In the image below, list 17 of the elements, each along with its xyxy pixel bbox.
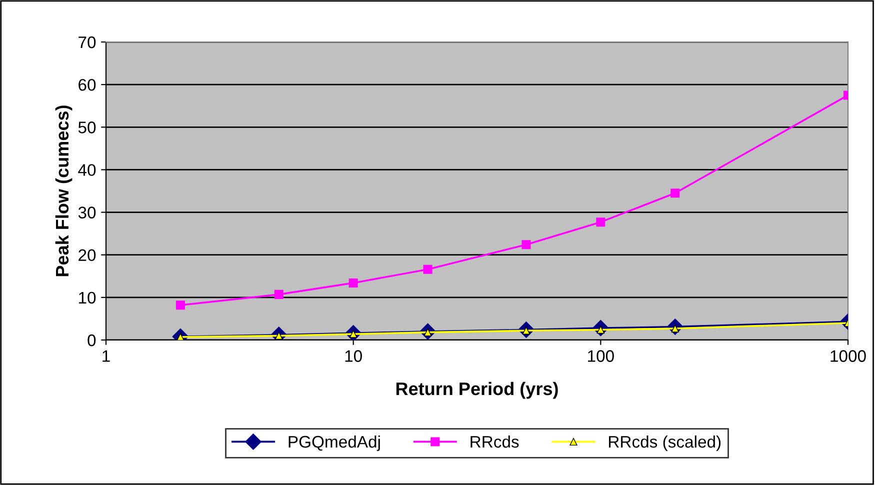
y-tick-label: 60 — [78, 78, 96, 91]
x-tick-label: 1000 — [830, 350, 866, 362]
legend-label: RRcds (scaled) — [609, 435, 721, 451]
y-tick-label: 50 — [78, 122, 96, 134]
y-axis-title: Peak Flow (cumecs) — [55, 106, 72, 276]
y-tick-label: 10 — [79, 292, 96, 304]
y-tick-label: 20 — [78, 249, 96, 262]
legend-label: PGQmedAdj — [288, 435, 380, 451]
y-tick-label: 30 — [78, 206, 96, 218]
legend-label: RRcds — [470, 435, 519, 448]
x-tick-label: 100 — [588, 350, 614, 362]
y-tick-label: 70 — [78, 36, 96, 48]
x-tick-label: 1 — [102, 350, 110, 362]
x-tick-label: 10 — [345, 350, 362, 362]
y-tick-label: 0 — [88, 334, 96, 346]
y-tick-label: 40 — [78, 164, 96, 176]
x-axis-title: Return Period (yrs) — [396, 382, 558, 399]
